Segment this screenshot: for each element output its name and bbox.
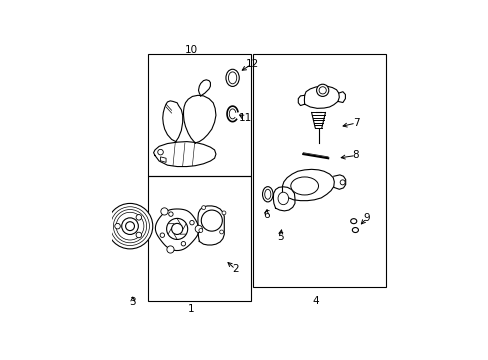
- Ellipse shape: [264, 189, 270, 199]
- Text: 1: 1: [187, 304, 194, 314]
- Polygon shape: [163, 101, 183, 141]
- Circle shape: [189, 220, 194, 225]
- Circle shape: [195, 225, 202, 233]
- Circle shape: [107, 203, 152, 249]
- Circle shape: [166, 246, 174, 253]
- Circle shape: [316, 84, 328, 96]
- Ellipse shape: [290, 177, 318, 195]
- Circle shape: [166, 219, 187, 239]
- Text: 2: 2: [232, 264, 238, 274]
- Circle shape: [199, 229, 203, 233]
- Text: 6: 6: [262, 210, 269, 220]
- Circle shape: [158, 149, 163, 155]
- Polygon shape: [337, 92, 345, 103]
- Polygon shape: [160, 157, 166, 162]
- Circle shape: [171, 223, 183, 234]
- Text: 3: 3: [129, 297, 136, 307]
- Ellipse shape: [350, 219, 356, 224]
- Polygon shape: [198, 80, 210, 96]
- Text: 4: 4: [312, 296, 318, 306]
- Text: 11: 11: [238, 113, 251, 123]
- Polygon shape: [282, 169, 334, 201]
- Circle shape: [201, 210, 222, 231]
- Circle shape: [136, 232, 142, 238]
- Circle shape: [125, 222, 134, 231]
- Circle shape: [181, 242, 185, 246]
- Polygon shape: [198, 206, 224, 245]
- Ellipse shape: [352, 228, 358, 233]
- Circle shape: [161, 208, 168, 215]
- Text: 8: 8: [352, 150, 359, 161]
- Circle shape: [168, 212, 173, 216]
- Ellipse shape: [262, 186, 272, 202]
- Circle shape: [201, 206, 205, 210]
- Circle shape: [122, 218, 138, 234]
- Polygon shape: [304, 86, 339, 108]
- Text: 12: 12: [245, 59, 258, 69]
- Circle shape: [115, 223, 120, 229]
- Ellipse shape: [278, 192, 288, 205]
- Ellipse shape: [225, 69, 239, 86]
- Ellipse shape: [228, 72, 236, 84]
- Text: 5: 5: [276, 232, 283, 242]
- Text: 9: 9: [363, 213, 369, 224]
- Polygon shape: [298, 95, 304, 105]
- Circle shape: [340, 180, 345, 185]
- Text: 10: 10: [184, 45, 197, 55]
- Polygon shape: [183, 95, 216, 143]
- Polygon shape: [333, 175, 345, 189]
- Polygon shape: [153, 141, 216, 167]
- Circle shape: [319, 87, 325, 94]
- Polygon shape: [273, 187, 294, 211]
- Polygon shape: [155, 209, 199, 251]
- Text: 7: 7: [352, 118, 359, 128]
- Circle shape: [160, 233, 164, 237]
- Circle shape: [222, 211, 225, 215]
- Circle shape: [219, 230, 223, 234]
- Circle shape: [136, 215, 142, 220]
